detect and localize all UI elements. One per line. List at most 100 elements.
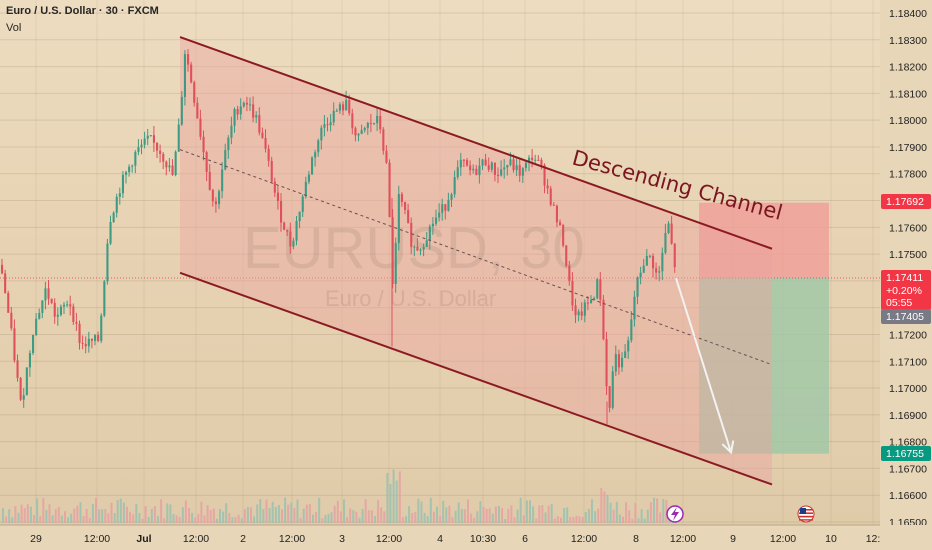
volume-bar bbox=[643, 518, 646, 523]
candle-body bbox=[292, 240, 295, 247]
candle-body bbox=[16, 360, 19, 378]
channel-lines[interactable] bbox=[179, 36, 773, 486]
price-tick-label: 1.18100 bbox=[889, 88, 927, 100]
volume-bar bbox=[231, 517, 234, 523]
candle-body bbox=[165, 161, 168, 168]
candle-body bbox=[590, 299, 593, 304]
volume-indicator-label[interactable]: Vol bbox=[6, 22, 22, 34]
candle-body bbox=[574, 305, 577, 316]
volume-bar bbox=[578, 516, 581, 523]
candle-body bbox=[264, 137, 267, 149]
event-markers[interactable] bbox=[666, 505, 815, 523]
volume-bar bbox=[225, 503, 228, 523]
candle bbox=[258, 107, 261, 136]
candle-body bbox=[224, 150, 227, 170]
volume-bar bbox=[448, 505, 451, 523]
candle-body bbox=[304, 181, 307, 197]
candle bbox=[528, 155, 531, 172]
volume-bar bbox=[339, 511, 342, 523]
candle-body bbox=[394, 242, 397, 284]
candle-body bbox=[7, 292, 10, 313]
candle bbox=[118, 187, 121, 205]
volume-bar bbox=[150, 508, 153, 523]
volume-bar bbox=[197, 513, 200, 523]
candle-body bbox=[528, 157, 531, 163]
candle bbox=[41, 300, 44, 319]
candle-body bbox=[97, 335, 100, 341]
candle-body bbox=[171, 165, 174, 175]
candle-body bbox=[596, 279, 599, 299]
volume-bar bbox=[206, 505, 209, 523]
candle-body bbox=[407, 209, 410, 223]
candle bbox=[373, 122, 376, 125]
candle-body bbox=[475, 168, 478, 176]
candle-body bbox=[162, 153, 165, 162]
candle-body bbox=[131, 165, 134, 167]
candle bbox=[286, 229, 289, 236]
volume-bar bbox=[494, 506, 497, 523]
channel-midline bbox=[179, 149, 771, 365]
candle-body bbox=[425, 240, 428, 247]
candle-body bbox=[115, 196, 118, 213]
candle bbox=[183, 50, 186, 106]
volume-bar bbox=[157, 516, 159, 523]
volume-bar bbox=[73, 508, 76, 523]
candle-body bbox=[345, 99, 348, 111]
candle bbox=[22, 388, 25, 408]
time-tick-label: 12:00 bbox=[770, 533, 796, 545]
volume-bar bbox=[377, 500, 380, 523]
candle-body bbox=[338, 104, 341, 111]
price-axis[interactable]: 1.18400 1.18300 1.18200 1.18100 1.18000 1.179… bbox=[880, 0, 932, 529]
lightning-icon[interactable] bbox=[666, 505, 684, 523]
candle bbox=[75, 312, 78, 331]
candle bbox=[81, 335, 84, 350]
candle bbox=[648, 254, 651, 259]
candle bbox=[320, 125, 323, 150]
candle-body bbox=[497, 174, 500, 176]
volume-bar bbox=[498, 506, 500, 523]
candle bbox=[357, 133, 360, 142]
candle-body bbox=[174, 151, 177, 175]
candle bbox=[94, 334, 97, 346]
time-tick-label: 6 bbox=[522, 533, 528, 545]
projection-arrow[interactable] bbox=[675, 277, 735, 455]
volume-bar bbox=[318, 497, 321, 523]
symbol-title[interactable]: Euro / U.S. Dollar · 30 · FXCM bbox=[6, 5, 159, 17]
candle-body bbox=[242, 102, 245, 107]
volume-bar bbox=[370, 510, 373, 523]
volume-bar bbox=[259, 499, 262, 523]
candle-body bbox=[72, 306, 75, 322]
candle bbox=[245, 96, 248, 112]
candle bbox=[47, 280, 50, 305]
candle bbox=[335, 108, 338, 112]
candle bbox=[503, 159, 506, 179]
volume-bar bbox=[262, 508, 265, 523]
volume-bar bbox=[594, 511, 597, 523]
volume-bar bbox=[501, 508, 504, 523]
volume-bar bbox=[284, 497, 287, 523]
time-axis[interactable]: 29 12:00 Jul 12:00 2 12:00 3 12:00 4 10:30 6 12:00 8… bbox=[0, 524, 932, 550]
candle-body bbox=[379, 115, 382, 130]
volume-bar bbox=[138, 513, 141, 523]
candle-body bbox=[177, 124, 180, 152]
tag-bid-bg bbox=[881, 309, 931, 324]
volume-bar bbox=[175, 515, 178, 523]
volume-bar bbox=[228, 513, 231, 523]
candles[interactable] bbox=[1, 49, 676, 425]
candle-body bbox=[41, 300, 44, 313]
volume-bar bbox=[147, 517, 150, 523]
candle-body bbox=[236, 109, 239, 115]
volume-bar bbox=[544, 512, 547, 523]
candle bbox=[531, 148, 534, 168]
candle-body bbox=[87, 338, 90, 347]
tag-current-price: 1.17411 bbox=[886, 272, 923, 284]
candle-body bbox=[63, 304, 66, 307]
candle bbox=[233, 107, 236, 133]
volume-bar bbox=[389, 483, 392, 523]
candle-body bbox=[32, 334, 35, 354]
us-flag-icon[interactable] bbox=[797, 505, 815, 523]
candle-body bbox=[506, 164, 509, 168]
candle-body bbox=[435, 217, 438, 224]
time-tick-label: 2 bbox=[240, 533, 246, 545]
